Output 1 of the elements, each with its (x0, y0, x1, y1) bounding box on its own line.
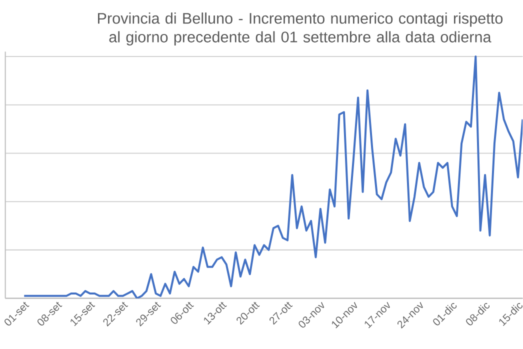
chart-title: Provincia di Belluno - Incremento numerico contagi rispetto al giorno precedente dal 01 settembre alla data odierna (98, 12, 503, 46)
